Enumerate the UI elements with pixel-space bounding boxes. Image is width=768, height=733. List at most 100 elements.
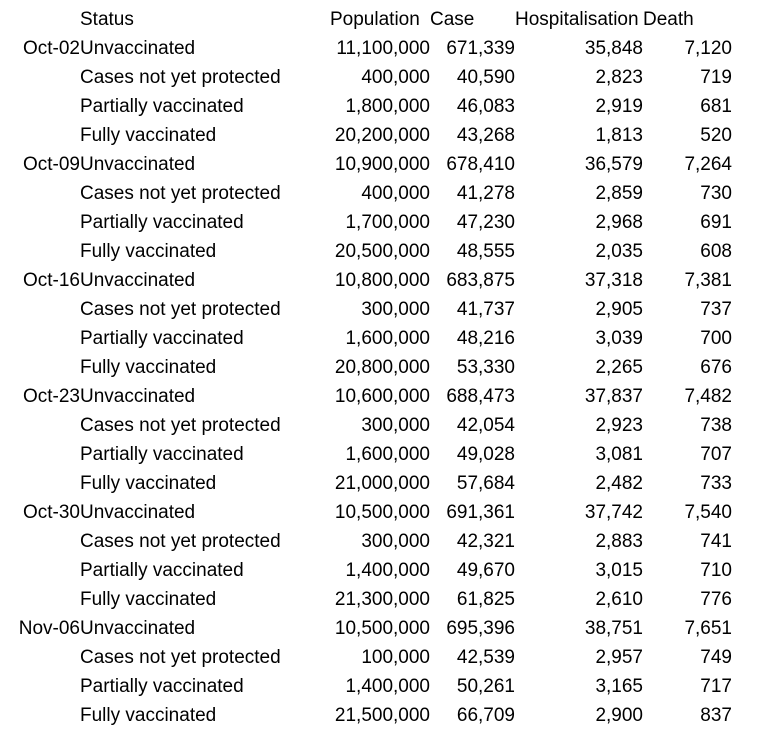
hospitalisation-cell: 2,968 — [595, 211, 643, 233]
population-cell: 300,000 — [361, 414, 430, 436]
table-row: Cases not yet protected 400,000 40,590 2,82… — [0, 63, 732, 92]
vaccination-status-table: Status Population Case Hospitalisation D… — [0, 5, 732, 730]
date-cell — [0, 121, 80, 150]
hospitalisation-cell: 2,919 — [595, 95, 643, 117]
population-cell: 1,400,000 — [345, 559, 430, 581]
case-cell: 40,590 — [456, 66, 515, 88]
population-cell: 10,600,000 — [334, 385, 430, 407]
status-cell: Partially vaccinated — [80, 211, 244, 233]
header-death: Death — [643, 8, 694, 30]
table-row: Fully vaccinated 21,300,000 61,825 2,610 776 — [0, 585, 732, 614]
case-cell: 50,261 — [456, 675, 515, 697]
table-header-row: Status Population Case Hospitalisation D… — [0, 5, 732, 34]
table-row: Partially vaccinated 1,400,000 50,261 3,165… — [0, 672, 732, 701]
table-row: Partially vaccinated 1,800,000 46,083 2,919… — [0, 92, 732, 121]
status-cell: Fully vaccinated — [80, 704, 217, 726]
date-cell — [0, 411, 80, 440]
status-cell: Fully vaccinated — [80, 472, 217, 494]
case-cell: 57,684 — [456, 472, 515, 494]
death-cell: 749 — [700, 646, 732, 668]
population-cell: 1,800,000 — [345, 95, 430, 117]
case-cell: 688,473 — [446, 385, 515, 407]
date-cell — [0, 469, 80, 498]
death-cell: 837 — [700, 704, 732, 726]
hospitalisation-cell: 3,039 — [595, 327, 643, 349]
population-cell: 1,400,000 — [345, 675, 430, 697]
status-cell: Unvaccinated — [80, 617, 196, 639]
hospitalisation-cell: 2,035 — [595, 240, 643, 262]
table-row: Oct-02 Unvaccinated 11,100,000 671,339 35,84… — [0, 34, 732, 63]
date-cell — [0, 237, 80, 266]
case-cell: 683,875 — [446, 269, 515, 291]
population-cell: 20,500,000 — [334, 240, 430, 262]
table-row: Fully vaccinated 20,800,000 53,330 2,265 676 — [0, 353, 732, 382]
date-cell — [0, 556, 80, 585]
status-cell: Unvaccinated — [80, 385, 196, 407]
table-row: Oct-09 Unvaccinated 10,900,000 678,410 36,57… — [0, 150, 732, 179]
case-cell: 43,268 — [456, 124, 515, 146]
hospitalisation-cell: 2,957 — [595, 646, 643, 668]
death-cell: 707 — [700, 443, 732, 465]
death-cell: 7,540 — [684, 501, 732, 523]
death-cell: 676 — [700, 356, 732, 378]
case-cell: 61,825 — [456, 588, 515, 610]
date-cell: Nov-06 — [18, 617, 80, 639]
date-cell — [0, 701, 80, 730]
case-cell: 47,230 — [456, 211, 515, 233]
table-row: Fully vaccinated 20,200,000 43,268 1,813 520 — [0, 121, 732, 150]
hospitalisation-cell: 38,751 — [584, 617, 643, 639]
status-cell: Fully vaccinated — [80, 124, 217, 146]
status-cell: Cases not yet protected — [80, 298, 281, 320]
table-row: Cases not yet protected 300,000 42,054 2,92… — [0, 411, 732, 440]
case-cell: 695,396 — [446, 617, 515, 639]
table-body: Oct-02 Unvaccinated 11,100,000 671,339 35,84… — [0, 34, 732, 730]
population-cell: 300,000 — [361, 530, 430, 552]
date-cell: Oct-09 — [22, 153, 80, 175]
status-cell: Unvaccinated — [80, 153, 196, 175]
death-cell: 738 — [700, 414, 732, 436]
date-cell — [0, 208, 80, 237]
status-cell: Partially vaccinated — [80, 95, 244, 117]
case-cell: 48,555 — [456, 240, 515, 262]
date-cell — [0, 440, 80, 469]
header-hospitalisation: Hospitalisation — [515, 8, 639, 30]
table-row: Partially vaccinated 1,600,000 49,028 3,081… — [0, 440, 732, 469]
hospitalisation-cell: 2,610 — [595, 588, 643, 610]
death-cell: 691 — [700, 211, 732, 233]
case-cell: 671,339 — [446, 37, 515, 59]
page: Status Population Case Hospitalisation D… — [0, 5, 768, 733]
hospitalisation-cell: 2,859 — [595, 182, 643, 204]
date-cell: Oct-23 — [22, 385, 80, 407]
hospitalisation-cell: 37,742 — [584, 501, 643, 523]
date-cell — [0, 92, 80, 121]
population-cell: 300,000 — [361, 298, 430, 320]
population-cell: 21,000,000 — [334, 472, 430, 494]
death-cell: 7,264 — [684, 153, 732, 175]
hospitalisation-cell: 37,318 — [584, 269, 643, 291]
death-cell: 608 — [700, 240, 732, 262]
status-cell: Partially vaccinated — [80, 559, 244, 581]
date-cell — [0, 353, 80, 382]
table-row: Fully vaccinated 21,500,000 66,709 2,900 837 — [0, 701, 732, 730]
table-row: Fully vaccinated 20,500,000 48,555 2,035 608 — [0, 237, 732, 266]
population-cell: 10,800,000 — [334, 269, 430, 291]
death-cell: 776 — [700, 588, 732, 610]
death-cell: 730 — [700, 182, 732, 204]
table-row: Oct-23 Unvaccinated 10,600,000 688,473 37,83… — [0, 382, 732, 411]
table-row: Cases not yet protected 300,000 42,321 2,88… — [0, 527, 732, 556]
date-cell — [0, 585, 80, 614]
date-cell: Oct-02 — [22, 37, 80, 59]
hospitalisation-cell: 1,813 — [595, 124, 643, 146]
case-cell: 49,670 — [456, 559, 515, 581]
hospitalisation-cell: 2,900 — [595, 704, 643, 726]
case-cell: 42,321 — [456, 530, 515, 552]
case-cell: 49,028 — [456, 443, 515, 465]
death-cell: 7,381 — [684, 269, 732, 291]
case-cell: 42,054 — [456, 414, 515, 436]
population-cell: 400,000 — [361, 182, 430, 204]
table-row: Cases not yet protected 400,000 41,278 2,85… — [0, 179, 732, 208]
header-status: Status — [80, 8, 134, 30]
status-cell: Fully vaccinated — [80, 588, 217, 610]
status-cell: Cases not yet protected — [80, 530, 281, 552]
population-cell: 20,200,000 — [334, 124, 430, 146]
